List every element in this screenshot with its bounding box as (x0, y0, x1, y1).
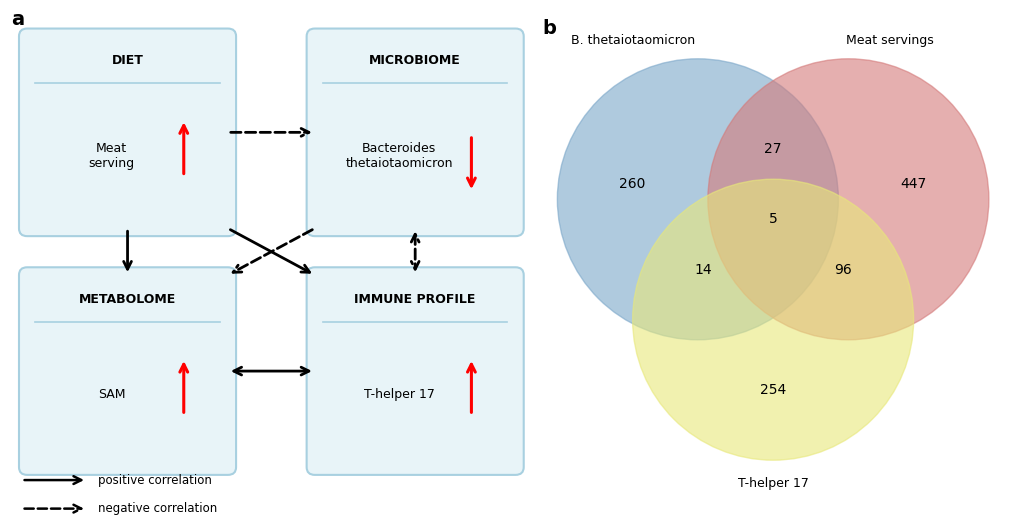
Text: b: b (543, 19, 556, 38)
Text: METABOLOME: METABOLOME (79, 293, 176, 306)
Circle shape (633, 179, 913, 460)
Text: IMMUNE PROFILE: IMMUNE PROFILE (354, 293, 476, 306)
Text: T-helper 17: T-helper 17 (364, 388, 434, 401)
Text: positive correlation: positive correlation (97, 473, 212, 487)
Text: Meat
serving: Meat serving (88, 142, 134, 170)
Text: DIET: DIET (112, 54, 143, 67)
Circle shape (557, 59, 839, 340)
Text: 5: 5 (769, 212, 777, 226)
Text: a: a (11, 10, 24, 30)
Text: 96: 96 (835, 263, 852, 277)
Text: MICROBIOME: MICROBIOME (370, 54, 461, 67)
Text: T-helper 17: T-helper 17 (737, 477, 809, 490)
Text: Meat servings: Meat servings (846, 34, 934, 47)
Text: 447: 447 (900, 177, 927, 191)
Text: B. thetaiotaomicron: B. thetaiotaomicron (570, 34, 694, 47)
Text: 27: 27 (764, 142, 782, 156)
FancyBboxPatch shape (19, 29, 237, 236)
FancyBboxPatch shape (306, 267, 523, 475)
FancyBboxPatch shape (306, 29, 523, 236)
Text: 254: 254 (760, 383, 786, 397)
Text: negative correlation: negative correlation (97, 502, 217, 515)
Text: 14: 14 (694, 263, 712, 277)
FancyBboxPatch shape (19, 267, 237, 475)
Circle shape (708, 59, 989, 340)
Text: SAM: SAM (97, 388, 125, 401)
Text: 260: 260 (620, 177, 646, 191)
Text: Bacteroides
thetaiotaomicron: Bacteroides thetaiotaomicron (345, 142, 453, 170)
